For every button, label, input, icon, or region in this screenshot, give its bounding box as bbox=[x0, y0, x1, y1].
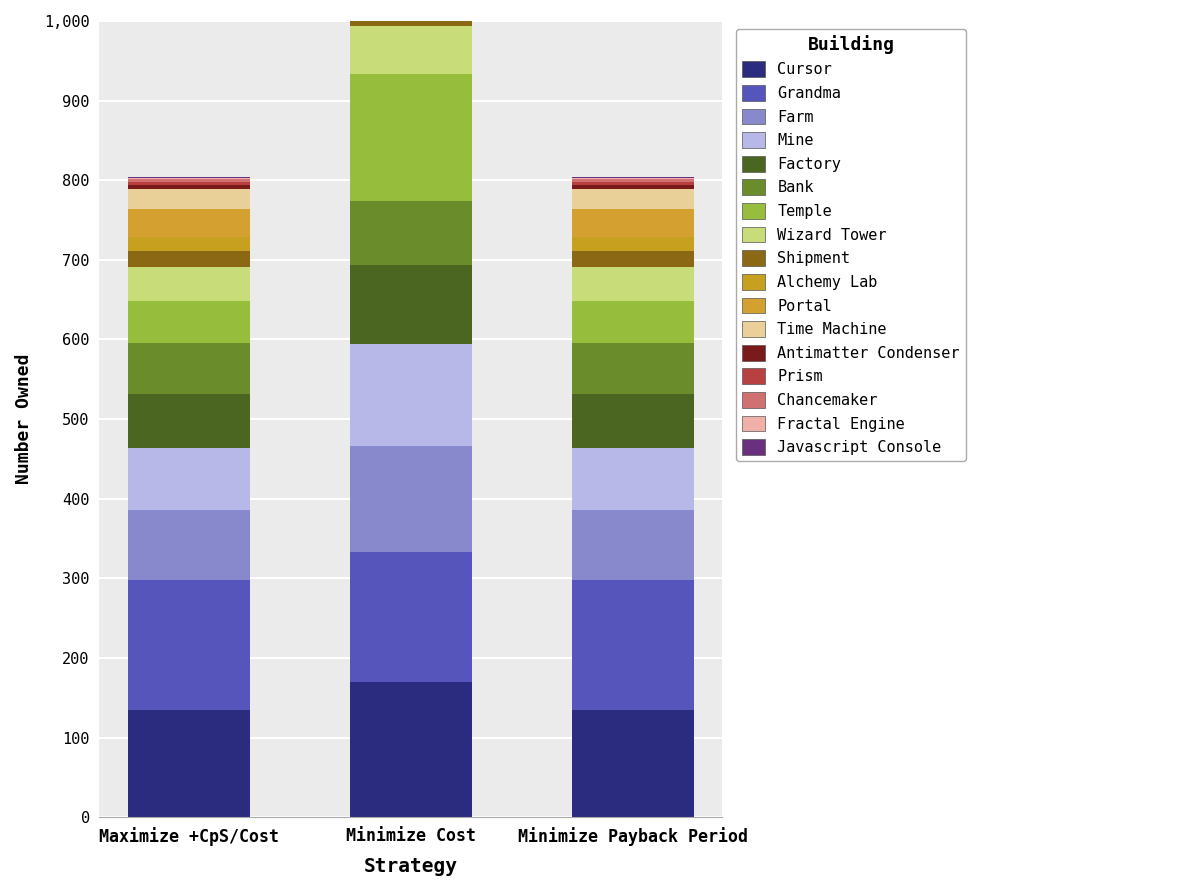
Bar bbox=[349, 0, 472, 12]
Bar bbox=[127, 343, 250, 394]
Bar bbox=[571, 185, 694, 189]
Bar bbox=[127, 301, 250, 343]
Bar bbox=[127, 185, 250, 189]
Bar bbox=[571, 178, 694, 179]
Bar bbox=[571, 510, 694, 580]
Bar bbox=[127, 267, 250, 301]
Bar bbox=[127, 510, 250, 580]
Bar bbox=[571, 710, 694, 817]
Bar bbox=[349, 446, 472, 552]
Bar bbox=[127, 580, 250, 710]
Bar bbox=[349, 74, 472, 201]
X-axis label: Strategy: Strategy bbox=[364, 857, 458, 876]
Bar bbox=[571, 189, 694, 208]
Bar bbox=[349, 552, 472, 682]
Bar bbox=[127, 394, 250, 448]
Bar bbox=[571, 301, 694, 343]
Bar bbox=[127, 182, 250, 185]
Bar bbox=[127, 710, 250, 817]
Bar bbox=[571, 267, 694, 301]
Y-axis label: Number Owned: Number Owned bbox=[14, 354, 34, 485]
Bar bbox=[127, 208, 250, 237]
Bar bbox=[349, 682, 472, 817]
Bar bbox=[571, 182, 694, 185]
Bar bbox=[571, 179, 694, 182]
Bar bbox=[571, 448, 694, 510]
Bar bbox=[571, 251, 694, 267]
Bar bbox=[127, 179, 250, 182]
Bar bbox=[127, 178, 250, 179]
Bar bbox=[571, 394, 694, 448]
Bar bbox=[127, 189, 250, 208]
Bar bbox=[349, 344, 472, 446]
Bar bbox=[349, 201, 472, 265]
Bar bbox=[571, 580, 694, 710]
Bar bbox=[349, 26, 472, 74]
Legend: Cursor, Grandma, Farm, Mine, Factory, Bank, Temple, Wizard Tower, Shipment, Alch: Cursor, Grandma, Farm, Mine, Factory, Ba… bbox=[736, 29, 966, 462]
Bar bbox=[571, 343, 694, 394]
Bar bbox=[127, 237, 250, 251]
Bar bbox=[127, 448, 250, 510]
Bar bbox=[127, 251, 250, 267]
Bar bbox=[571, 208, 694, 237]
Bar bbox=[349, 12, 472, 26]
Bar bbox=[571, 237, 694, 251]
Bar bbox=[349, 265, 472, 344]
